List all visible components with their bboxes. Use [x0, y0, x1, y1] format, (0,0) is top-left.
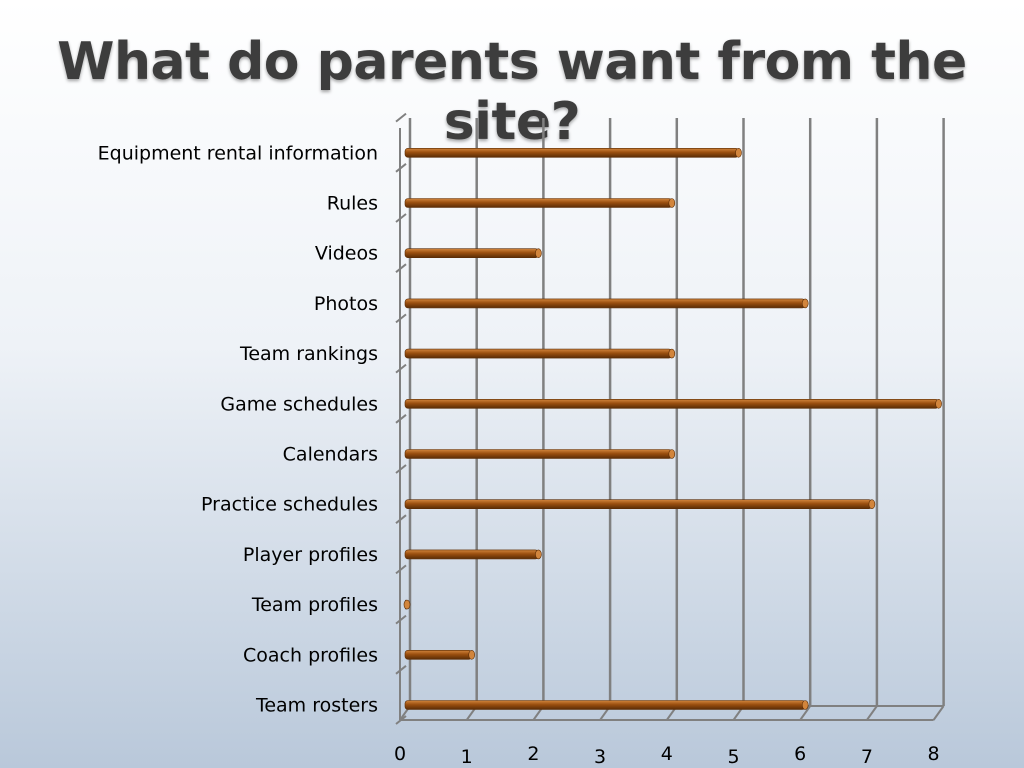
- x-tick-label: 4: [661, 743, 673, 765]
- bar: [404, 148, 742, 158]
- y-tick: [395, 363, 407, 374]
- x-tick-label: 6: [794, 743, 806, 765]
- floor-gridline: [932, 705, 945, 721]
- category-label: Practice schedules: [201, 494, 378, 516]
- category-label: Calendars: [283, 444, 378, 466]
- x-tick-label: 0: [394, 743, 406, 765]
- category-label: Rules: [327, 193, 378, 215]
- y-tick: [395, 313, 407, 324]
- category-label: Equipment rental information: [98, 142, 378, 164]
- y-tick: [395, 263, 407, 273]
- y-tick: [395, 464, 407, 474]
- category-labels: Team rosters Coach profiles Team profiles P…: [98, 142, 378, 716]
- x-tick-label: 1: [461, 746, 473, 768]
- x-tick-label: 5: [727, 746, 739, 768]
- category-label: Game schedules: [220, 393, 378, 415]
- bar: [404, 549, 542, 560]
- floor-gridline: [799, 705, 812, 721]
- y-tick: [395, 715, 407, 725]
- bar: [404, 198, 676, 208]
- bar: [404, 348, 676, 359]
- y-tick: [395, 213, 407, 223]
- bar: [404, 700, 809, 710]
- bar: [404, 499, 876, 510]
- bar: [404, 649, 476, 660]
- bar: [403, 599, 411, 610]
- slide-title: What do parents want from the site?: [57, 32, 967, 152]
- x-tick-labels: 0 1 2 3 4 5 6 7 8: [394, 743, 940, 768]
- category-label: Player profiles: [243, 544, 378, 566]
- category-label: Team rankings: [239, 343, 378, 365]
- y-tick: [395, 564, 407, 575]
- y-tick: [395, 665, 407, 675]
- x-tick-label: 2: [527, 743, 539, 765]
- category-label: Coach profiles: [243, 644, 378, 666]
- y-tick: [395, 163, 407, 173]
- y-tick: [395, 414, 407, 424]
- category-label: Photos: [314, 293, 378, 315]
- bar: [404, 449, 676, 459]
- x-tick-label: 8: [928, 743, 940, 765]
- y-tick: [395, 614, 407, 625]
- bar: [404, 298, 809, 309]
- bar: [404, 398, 942, 409]
- bars: [403, 148, 942, 710]
- category-label: Team rosters: [255, 695, 378, 717]
- y-tick: [395, 514, 407, 524]
- category-label: Videos: [315, 243, 378, 265]
- grid-lines: [399, 118, 945, 721]
- floor-gridline: [866, 705, 878, 721]
- x-tick-label: 7: [861, 746, 873, 768]
- x-tick-label: 3: [594, 746, 606, 768]
- bar: [404, 248, 542, 258]
- category-label: Team profiles: [251, 594, 378, 616]
- y-tick: [395, 112, 407, 123]
